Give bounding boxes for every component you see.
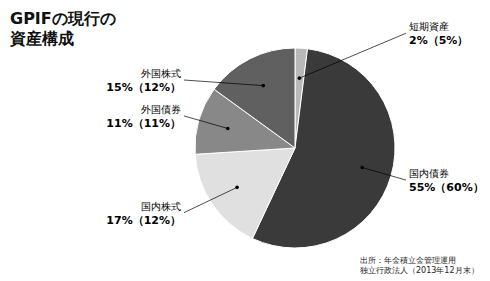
chart: GPIFの現行の資産構成 短期資産 2%（5%） 国内債券 55%（60%） 国内株式 17…	[0, 0, 490, 281]
pie: 短期資産 2%（5%） 国内債券 55%（60%） 国内株式 17%（12%） 外国債券 11…	[106, 21, 483, 248]
data-label: 15%（12%）	[106, 81, 181, 94]
leader-line	[184, 80, 263, 86]
leader-line	[184, 187, 237, 212]
slice-label: 短期資産	[409, 21, 449, 32]
slice-label: 外国債券	[141, 104, 181, 115]
leader-line	[362, 168, 406, 181]
leader-line	[299, 33, 406, 78]
annotation: 出所：年金積立金管理運用独立行政法人（2013年12月末）	[360, 256, 479, 275]
leader-dot	[235, 186, 239, 190]
data-label: 11%（11%）	[106, 117, 181, 130]
leader-dot	[226, 127, 230, 131]
slice	[195, 148, 295, 238]
leader-dot	[360, 166, 364, 170]
leader-line	[184, 116, 228, 129]
slice	[214, 48, 295, 148]
data-label: 2%（5%）	[409, 34, 468, 47]
slice-label: 国内株式	[141, 201, 181, 212]
data-label: 17%（12%）	[106, 214, 181, 227]
slice-label: 国内債券	[409, 168, 449, 179]
data-label: 55%（60%）	[409, 181, 484, 194]
leader-dot	[298, 76, 302, 80]
title: GPIFの現行の資産構成	[9, 9, 116, 48]
slice-label: 外国株式	[141, 68, 181, 79]
leader-dot	[261, 84, 265, 88]
